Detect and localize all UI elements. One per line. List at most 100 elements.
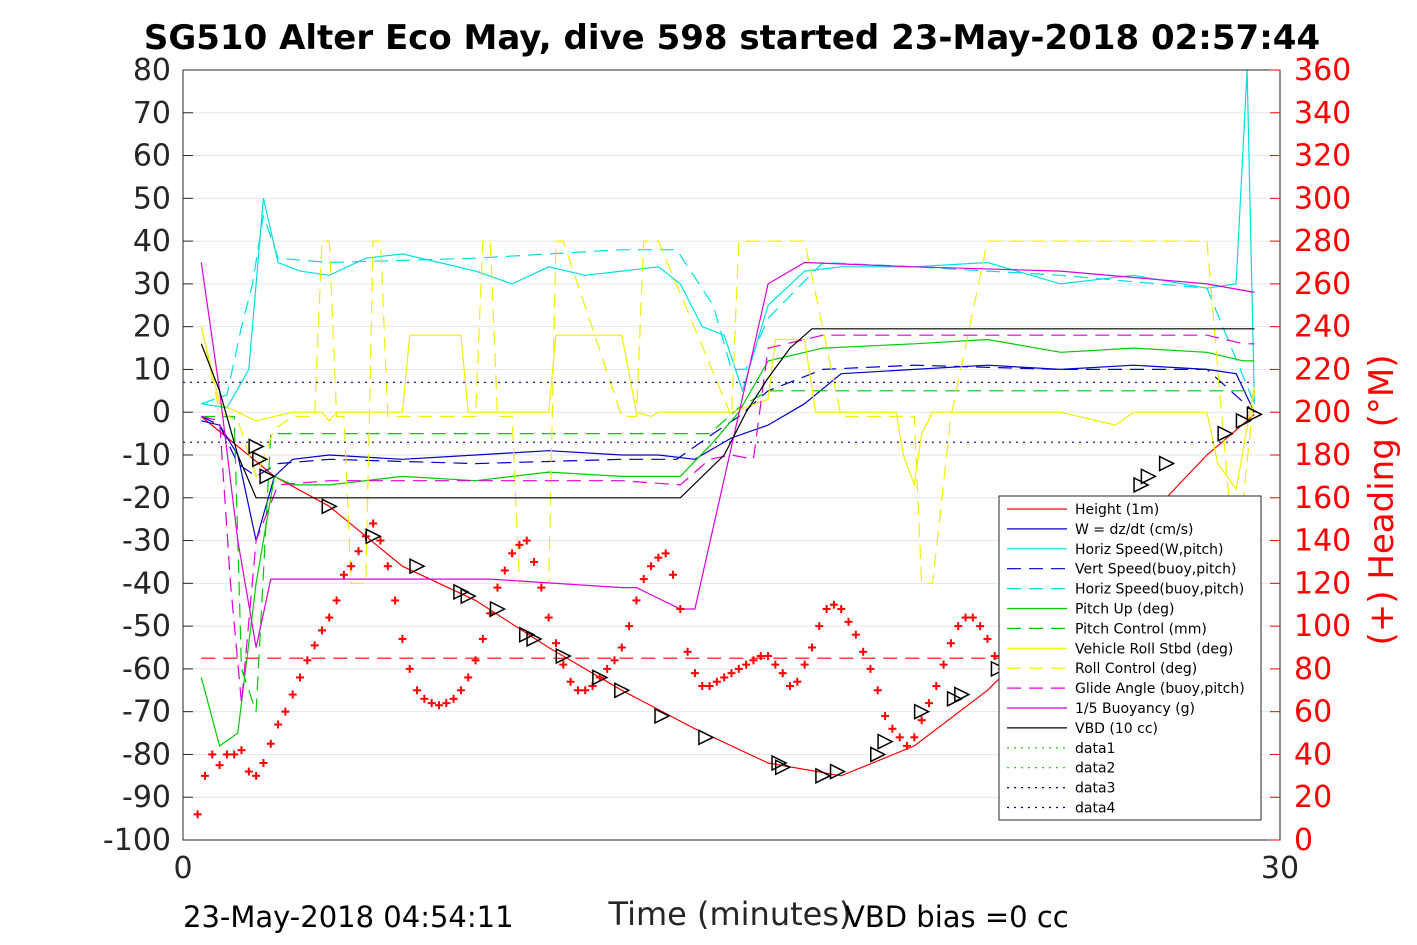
heading-point — [471, 656, 480, 665]
legend-entry: Vehicle Roll Stbd (deg) — [1007, 641, 1233, 657]
series-line — [201, 334, 1255, 704]
triangle-marker — [1246, 406, 1264, 423]
heading-point — [917, 716, 926, 725]
y-axis-left: 80 70 60 50 40 30 20 10 0 -10 -20 -30 -40 -50 -60 -70 -8… — [103, 53, 193, 858]
legend-label: W = dz/dt (cm/s) — [1075, 522, 1194, 538]
heading-point — [317, 626, 326, 635]
heading-point — [625, 622, 634, 631]
vbd-bias: VBD bias =0 cc — [845, 900, 1069, 934]
heading-point — [303, 656, 312, 665]
legend: Height (1m) W = dz/dt (cm/s) Horiz Speed(W… — [998, 495, 1262, 821]
y-right-tick-label: 240 — [1294, 310, 1351, 345]
triangle-marker — [815, 767, 832, 785]
heading-point — [786, 682, 795, 690]
heading-point — [749, 656, 758, 665]
heading-point — [376, 536, 385, 545]
heading-point — [515, 540, 524, 549]
y-right-tick-label: 200 — [1294, 395, 1351, 430]
heading-point — [800, 660, 809, 669]
legend-entry: Horiz Speed(buoy,pitch) — [1007, 582, 1244, 598]
triangle-marker — [248, 438, 265, 455]
heading-point — [639, 575, 648, 584]
heading-point — [844, 617, 853, 626]
heading-point — [281, 707, 290, 716]
heading-point — [456, 686, 465, 695]
heading-point — [778, 669, 787, 678]
legend-entry: Vert Speed(buoy,pitch) — [1007, 562, 1237, 578]
heading-point — [398, 634, 407, 643]
y-tick-label: -30 — [122, 524, 171, 559]
y-right-tick-label: 340 — [1294, 96, 1351, 131]
heading-point — [683, 647, 692, 656]
legend-label: 1/5 Buoyancy (g) — [1075, 701, 1195, 717]
heading-point — [961, 613, 970, 622]
y-tick-label: 30 — [133, 267, 171, 302]
heading-point — [266, 739, 275, 748]
y-tick-label: -50 — [122, 609, 171, 644]
heading-point — [968, 613, 977, 622]
heading-point — [222, 750, 231, 759]
triangle-marker — [954, 686, 971, 703]
heading-point — [310, 641, 319, 650]
heading-point — [296, 673, 305, 682]
legend-label: data3 — [1075, 781, 1115, 797]
y-tick-label: -10 — [122, 438, 171, 473]
legend-entry: VBD (10 cc) — [1007, 721, 1158, 737]
heading-point — [369, 519, 378, 528]
y-tick-label: -80 — [122, 737, 171, 772]
y-right-tick-label: 280 — [1294, 224, 1351, 259]
y-tick-label: 10 — [133, 352, 171, 387]
heading-point — [420, 694, 429, 703]
heading-point — [288, 690, 297, 699]
triangle-marker — [259, 468, 276, 485]
series-line — [200, 338, 1255, 747]
series-line — [201, 390, 1255, 712]
y-tick-label: -70 — [122, 695, 171, 730]
triangle-marker — [489, 600, 507, 618]
heading-point — [793, 677, 802, 686]
y-right-tick-label: 80 — [1294, 652, 1332, 687]
heading-point — [449, 694, 458, 703]
heading-point — [939, 660, 948, 669]
heading-point — [354, 547, 363, 556]
heading-point — [493, 583, 502, 592]
y-right-tick-label: 60 — [1294, 695, 1332, 730]
series-line — [200, 240, 1255, 584]
chart-title: SG510 Alter Eco May, dive 598 started 23… — [143, 18, 1321, 58]
series-line — [200, 326, 1255, 491]
y-tick-label: -90 — [122, 780, 171, 815]
y-right-tick-label: 220 — [1294, 352, 1351, 387]
y-tick-label: 70 — [133, 96, 171, 131]
triangle-marker — [1235, 412, 1253, 429]
legend-entry: Horiz Speed(W,pitch) — [1007, 542, 1223, 558]
legend-entry: data4 — [1007, 801, 1116, 817]
heading-point — [237, 746, 246, 755]
triangle-marker — [990, 660, 1008, 678]
heading-point — [895, 733, 904, 742]
legend-entry: W = dz/dt (cm/s) — [1007, 522, 1194, 538]
heading-point — [851, 630, 860, 639]
triangle-marker — [829, 763, 847, 780]
y-axis-right: 3603403203002802602402202001801601401201… — [1270, 53, 1351, 858]
legend-label: Pitch Control (mm) — [1075, 621, 1207, 637]
heading-point — [274, 720, 283, 729]
triangle-marker — [365, 528, 382, 545]
heading-point — [537, 583, 546, 592]
heading-point — [244, 767, 253, 776]
heading-point — [837, 605, 846, 613]
legend-box — [998, 495, 1262, 821]
legend-entry: data2 — [1007, 761, 1115, 777]
heading-point — [530, 557, 539, 566]
heading-point — [347, 562, 356, 571]
triangle-marker — [771, 754, 788, 772]
heading-point — [478, 634, 487, 643]
heading-point — [771, 660, 780, 669]
heading-point — [807, 643, 816, 652]
legend-label: Horiz Speed(buoy,pitch) — [1075, 582, 1244, 598]
heading-point — [903, 741, 912, 750]
y-tick-label: -40 — [122, 566, 171, 601]
triangle-marker — [870, 746, 887, 763]
y-right-tick-label: 100 — [1294, 609, 1351, 644]
heading-point — [442, 699, 451, 708]
